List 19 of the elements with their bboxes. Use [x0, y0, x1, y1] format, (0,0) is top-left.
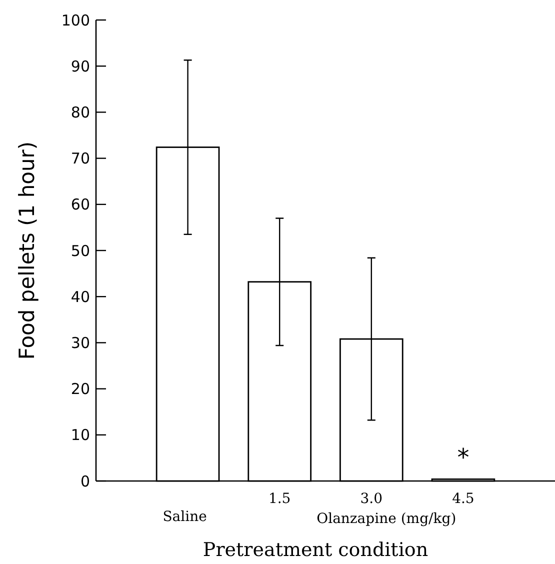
y-tick-label: 90 — [70, 57, 90, 76]
x-tick-label: 3.0 — [360, 491, 383, 507]
y-tick-label: 40 — [70, 288, 90, 306]
y-tick-label: 80 — [70, 103, 90, 122]
x-tick-label: 4.5 — [452, 491, 474, 507]
y-tick-label: 60 — [70, 196, 90, 214]
y-tick-label: 20 — [70, 380, 90, 398]
y-tick-label: 0 — [80, 472, 90, 490]
text: Olanzapine (mg/kg) — [316, 511, 456, 527]
y-tick-label: 10 — [70, 426, 90, 444]
annotation: * — [457, 444, 470, 472]
y-tick-label: 50 — [70, 242, 90, 260]
x-tick-label: Saline — [162, 509, 207, 525]
y-tick-label: 30 — [70, 334, 90, 352]
y-tick-label: 70 — [70, 150, 90, 168]
y-axis-title: Food pellets (1 hour) — [15, 141, 39, 360]
x-tick-label: 1.5 — [268, 491, 291, 507]
y-tick-label: 100 — [61, 11, 90, 30]
x-axis-title: Pretreatment condition — [202, 539, 428, 561]
